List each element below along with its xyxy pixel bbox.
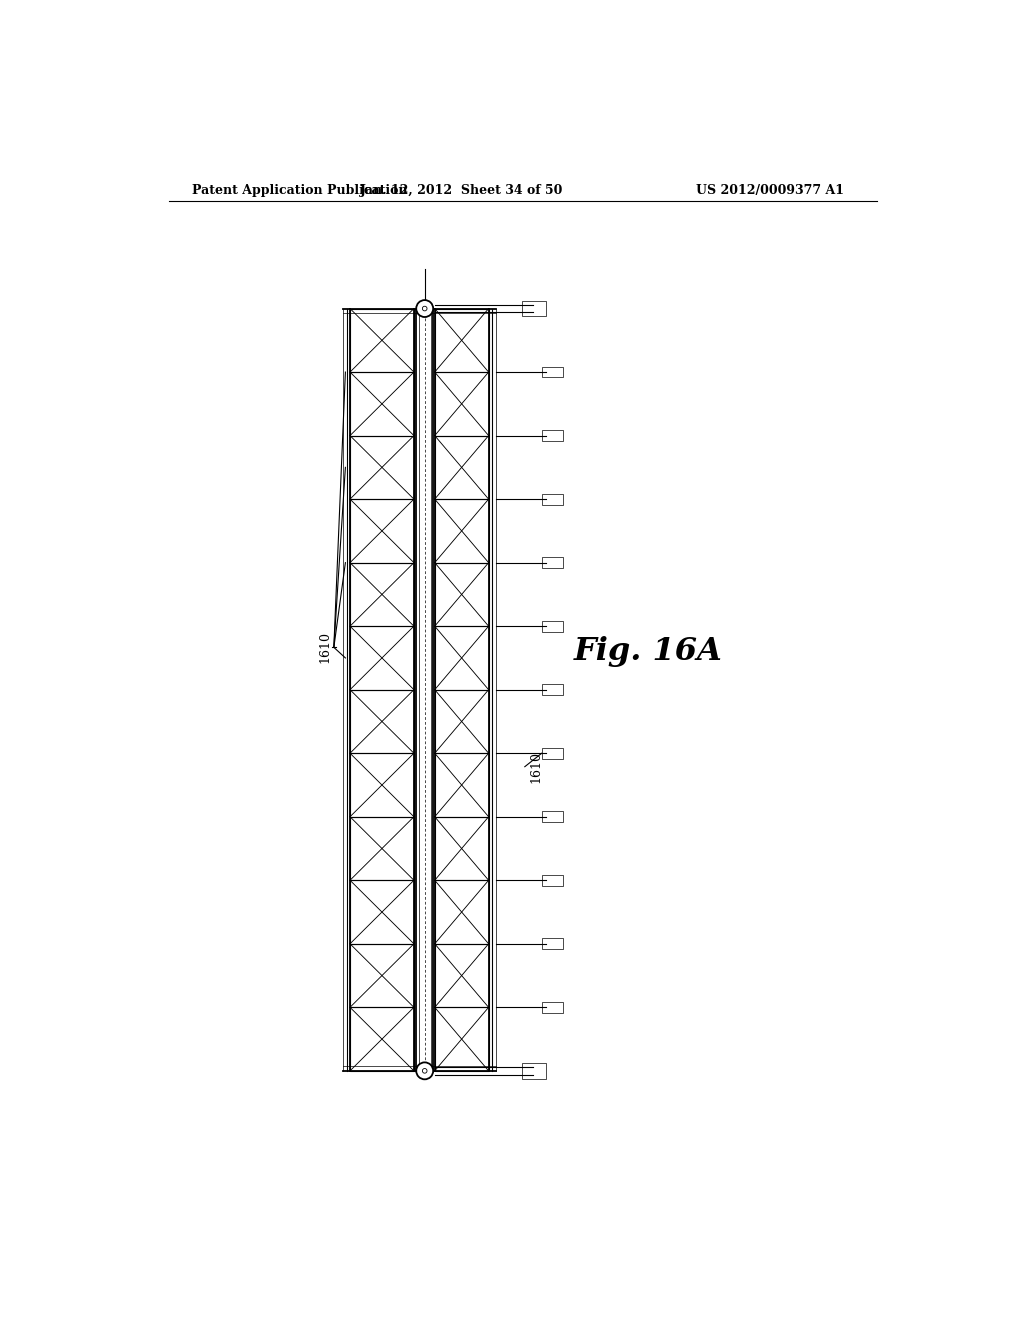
- Circle shape: [416, 300, 433, 317]
- Bar: [350, 436, 414, 499]
- Bar: [435, 817, 488, 880]
- Bar: [350, 880, 414, 944]
- Circle shape: [422, 306, 427, 312]
- Bar: [350, 817, 414, 880]
- Circle shape: [416, 1063, 433, 1080]
- Bar: [542, 494, 563, 504]
- Bar: [350, 1007, 414, 1071]
- Bar: [435, 1007, 488, 1071]
- Bar: [350, 372, 414, 436]
- Bar: [350, 754, 414, 817]
- Bar: [542, 875, 563, 886]
- Bar: [435, 562, 488, 626]
- Bar: [542, 1002, 563, 1012]
- Bar: [542, 939, 563, 949]
- Bar: [542, 620, 563, 631]
- Bar: [542, 557, 563, 568]
- Bar: [435, 944, 488, 1007]
- Bar: [542, 684, 563, 696]
- Bar: [435, 436, 488, 499]
- Text: 1610: 1610: [318, 631, 331, 664]
- Text: Patent Application Publication: Patent Application Publication: [193, 185, 408, 197]
- Bar: [435, 499, 488, 562]
- Text: Fig. 16A: Fig. 16A: [573, 636, 723, 667]
- Bar: [435, 689, 488, 754]
- Bar: [435, 626, 488, 689]
- Bar: [542, 812, 563, 822]
- Bar: [350, 944, 414, 1007]
- Bar: [350, 499, 414, 562]
- Text: US 2012/0009377 A1: US 2012/0009377 A1: [695, 185, 844, 197]
- Bar: [435, 754, 488, 817]
- Bar: [435, 309, 488, 372]
- Bar: [350, 626, 414, 689]
- Bar: [521, 1063, 547, 1078]
- Bar: [350, 689, 414, 754]
- Text: Jan. 12, 2012  Sheet 34 of 50: Jan. 12, 2012 Sheet 34 of 50: [360, 185, 563, 197]
- Bar: [435, 880, 488, 944]
- Bar: [350, 309, 414, 372]
- Bar: [350, 562, 414, 626]
- Circle shape: [422, 1069, 427, 1073]
- Bar: [542, 748, 563, 759]
- Bar: [542, 367, 563, 378]
- Bar: [542, 430, 563, 441]
- Bar: [435, 372, 488, 436]
- Bar: [521, 301, 547, 317]
- Text: 1610: 1610: [529, 751, 543, 783]
